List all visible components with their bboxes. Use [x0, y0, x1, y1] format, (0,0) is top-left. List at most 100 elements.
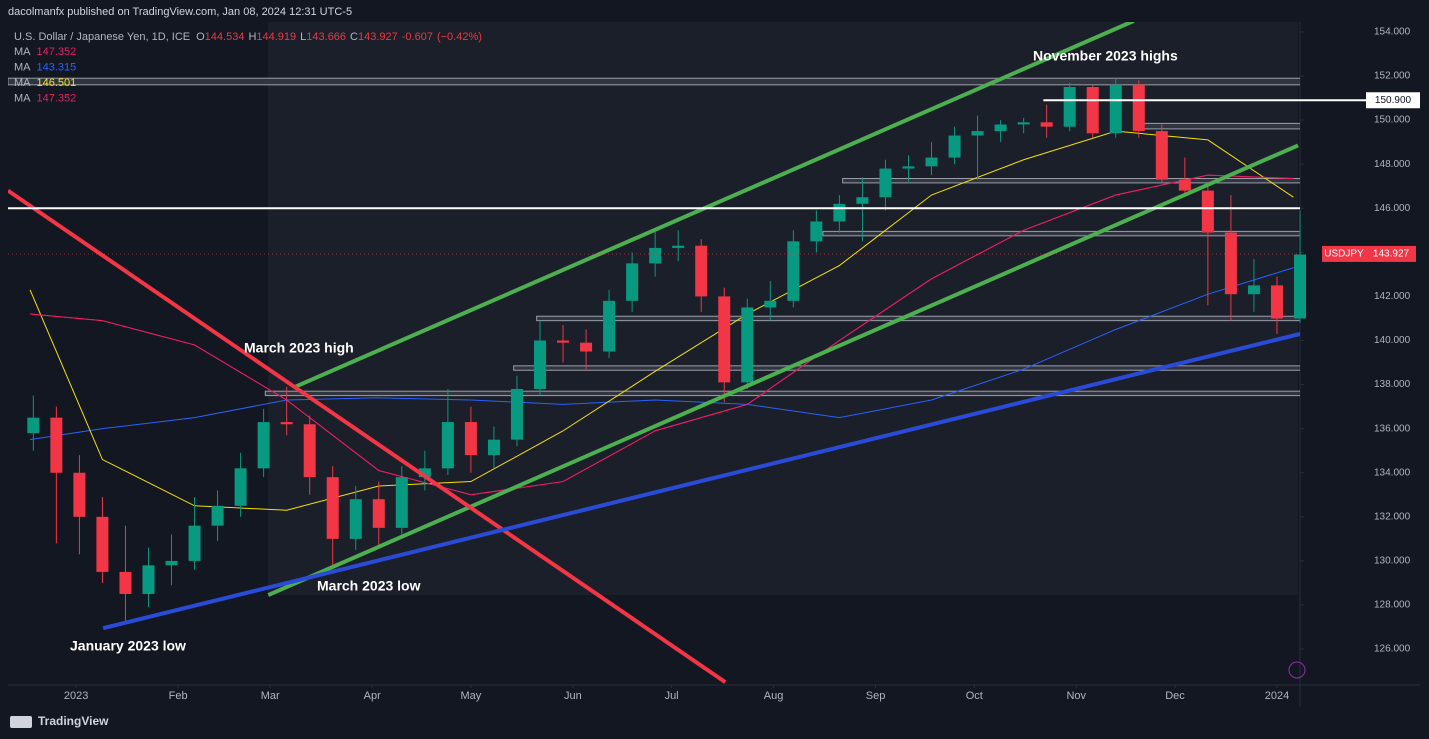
y-tick-label: 128.000 — [1374, 600, 1411, 611]
candle-body — [1017, 122, 1030, 125]
candle-body — [1247, 285, 1260, 295]
trend-line — [294, 22, 1135, 389]
candle-body — [395, 477, 408, 528]
trend-line — [102, 331, 1300, 631]
change: -0.607 — [402, 31, 433, 43]
x-tick-label: 2024 — [1265, 690, 1289, 702]
symbol: U.S. Dollar / Japanese Yen, 1D, ICE — [14, 31, 190, 43]
ohlc-key: O — [196, 31, 205, 43]
candle-body — [487, 439, 500, 456]
candle-body — [948, 135, 961, 158]
candle-body — [1109, 84, 1122, 134]
y-tick-label: 146.000 — [1374, 203, 1411, 214]
candle-body — [741, 307, 754, 383]
candle-body — [626, 263, 639, 301]
candle-body — [925, 157, 938, 167]
moving-average — [29, 267, 1294, 441]
y-tick-label: 132.000 — [1374, 511, 1411, 522]
candle-body — [764, 300, 777, 308]
candle-body — [787, 241, 800, 301]
ohlc-value: 144.534 — [205, 31, 245, 43]
ma-value: 146.501 — [37, 77, 77, 89]
candle-body — [211, 505, 224, 526]
ma-value: 147.352 — [37, 46, 77, 58]
candle-body — [27, 417, 40, 434]
candle-body — [695, 245, 708, 297]
last-price-tag — [1366, 245, 1416, 262]
zone — [536, 315, 1300, 322]
candle-body — [1201, 190, 1214, 233]
ma-value: 143.315 — [37, 61, 77, 73]
x-tick-label: Oct — [966, 690, 983, 702]
trend-line — [267, 143, 1299, 597]
alert-icon[interactable] — [1288, 661, 1306, 679]
moving-average — [29, 130, 1294, 511]
x-tick-label: May — [461, 690, 482, 702]
y-tick-label: 136.000 — [1374, 423, 1411, 434]
candle-body — [119, 571, 132, 594]
change-pct: (−0.42%) — [437, 31, 482, 43]
y-tick-label: 138.000 — [1374, 379, 1411, 390]
x-tick-label: Sep — [866, 690, 886, 702]
price-tag — [1366, 92, 1420, 109]
ma-legend: MA 147.352 — [14, 92, 76, 104]
y-tick-label: 126.000 — [1374, 644, 1411, 655]
x-tick-label: Jun — [564, 690, 582, 702]
candle-body — [1178, 179, 1191, 191]
y-tick-label: 142.000 — [1374, 291, 1411, 302]
candle-body — [810, 221, 823, 242]
ma-name: MA — [14, 61, 31, 73]
ma-name: MA — [14, 77, 31, 89]
candle-body — [326, 477, 339, 539]
candle-body — [833, 203, 846, 222]
candle-body — [1270, 285, 1283, 319]
candle-body — [234, 468, 247, 506]
candle-body — [464, 422, 477, 456]
candle-body — [1294, 254, 1306, 319]
ohlc-key: L — [300, 31, 306, 43]
brand: TradingView — [38, 714, 109, 728]
annotation: March 2023 high — [244, 340, 354, 356]
candle-body — [165, 560, 178, 566]
y-tick-label: 130.000 — [1374, 556, 1411, 567]
candle-body — [672, 245, 685, 248]
x-tick-label: 2023 — [64, 690, 88, 702]
x-tick-label: Mar — [261, 690, 280, 702]
x-tick-label: Aug — [764, 690, 784, 702]
y-tick-label: 134.000 — [1374, 467, 1411, 478]
candle-body — [303, 424, 316, 478]
ohlc-key: H — [248, 31, 256, 43]
candle-body — [73, 472, 86, 517]
x-tick-label: Feb — [169, 690, 188, 702]
candle-body — [603, 300, 616, 352]
ohlc-key: C — [350, 31, 358, 43]
zone — [8, 77, 1300, 86]
publisher: dacolmanfx published on TradingView.com,… — [8, 6, 352, 18]
candle-body — [142, 565, 155, 594]
ohlc-value: 144.919 — [256, 31, 296, 43]
price-tag-label: 150.900 — [1375, 95, 1412, 106]
candle-body — [1132, 84, 1145, 132]
ma-legend: MA 146.501 — [14, 77, 76, 89]
candle-body — [441, 422, 454, 469]
ohlc-value: 143.927 — [358, 31, 398, 43]
ma-legend: MA 143.315 — [14, 61, 76, 73]
y-tick-label: 152.000 — [1374, 71, 1411, 82]
annotation: November 2023 highs — [1033, 48, 1178, 64]
zone — [513, 365, 1300, 371]
candle-body — [1086, 87, 1099, 134]
moving-average — [29, 174, 1294, 496]
candle-body — [280, 422, 293, 425]
y-tick-label: 154.000 — [1374, 27, 1411, 38]
candle-body — [1040, 122, 1053, 127]
x-tick-label: Apr — [364, 690, 381, 702]
candle-body — [856, 197, 869, 204]
ohlc-value: 143.666 — [306, 31, 346, 43]
candle-body — [372, 499, 385, 528]
last-price-label: 143.927 — [1373, 249, 1410, 260]
brand-logo — [10, 716, 32, 728]
candle-body — [510, 388, 523, 440]
candle-body — [580, 342, 593, 352]
candle-body — [902, 166, 915, 169]
zone — [842, 177, 1300, 184]
